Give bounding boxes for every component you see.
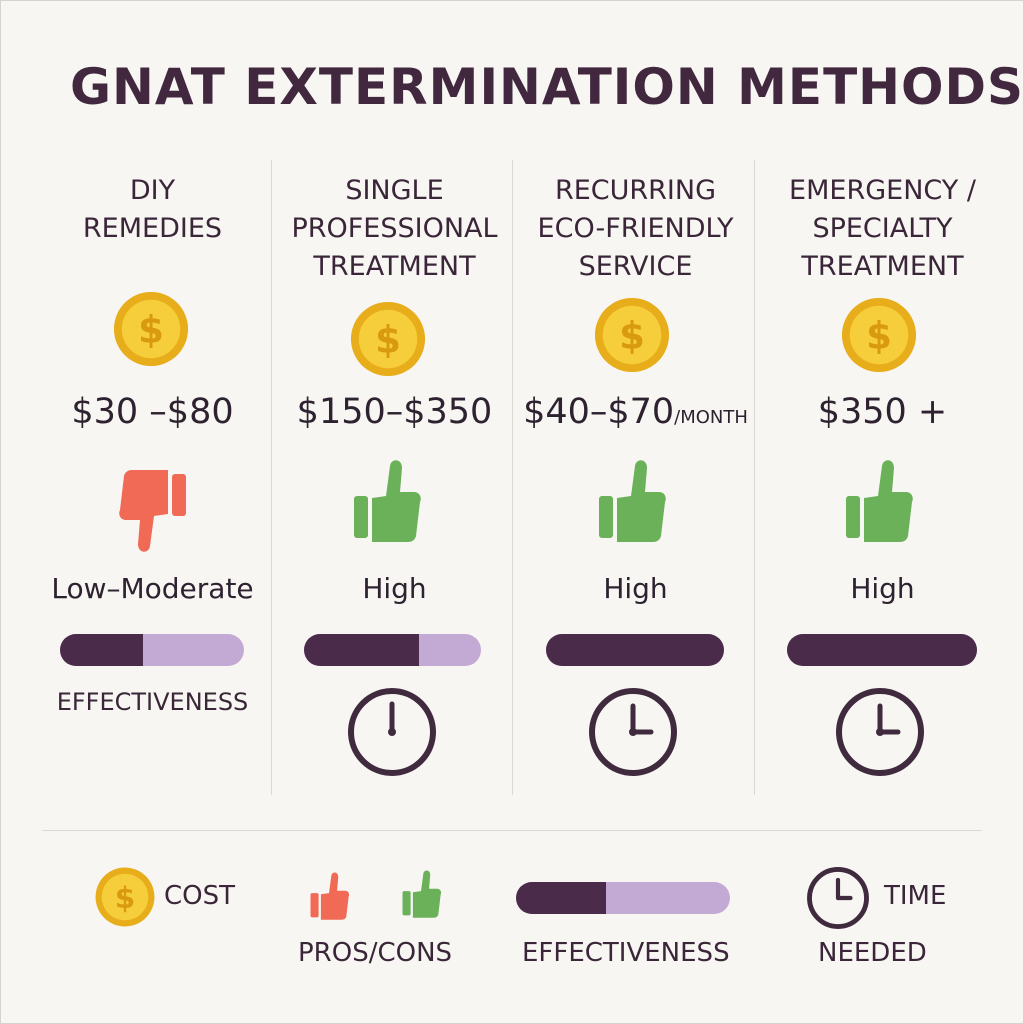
price: $30 –$80 [40, 392, 265, 432]
method-name-line: DIY [129, 175, 176, 206]
clock-icon [348, 688, 436, 776]
method-name-line: TREATMENT [801, 251, 964, 282]
effectiveness-rating: High [603, 572, 668, 605]
thumbs-up-icon [402, 870, 442, 918]
thumbs-up-icon [599, 460, 666, 542]
method-name-line: SINGLE [345, 175, 444, 206]
method-column-diy: DIY REMEDIES $ $30 –$80 Low–Moderate EFF… [40, 170, 265, 810]
effectiveness-bar [787, 634, 977, 666]
price: $40–$70/MONTH [503, 392, 768, 432]
legend-effectiveness-bar [516, 882, 730, 914]
method-name-line: SPECIALTY [812, 213, 953, 244]
thumbs-up-icon [354, 460, 421, 542]
method-name-line: RECURRING [554, 175, 717, 206]
effectiveness-bar [546, 634, 724, 666]
dollar-coin-icon: $ [113, 291, 189, 367]
dollar-coin-icon: $ [350, 301, 426, 377]
price: $350 + [750, 392, 1015, 432]
column-divider [271, 160, 272, 795]
method-name: RECURRING ECO-FRIENDLY SERVICE [523, 172, 748, 286]
method-column-recurring-eco: RECURRING ECO-FRIENDLY SERVICE $ $40–$70… [523, 170, 748, 810]
svg-text:$: $ [619, 315, 645, 358]
method-name: DIY REMEDIES [40, 172, 265, 248]
method-name-line: REMEDIES [82, 213, 223, 244]
legend-time-label-line2: NEEDED [818, 938, 927, 968]
method-name-line: PROFESSIONAL [291, 213, 498, 244]
svg-text:$: $ [866, 315, 892, 358]
legend-divider [42, 830, 982, 831]
clock-icon [589, 688, 677, 776]
clock-icon [836, 688, 924, 776]
method-name-line: EMERGENCY / [789, 175, 976, 206]
effectiveness-bar-fill [60, 634, 143, 666]
dollar-coin-icon: $ [594, 297, 670, 373]
effectiveness-rating: Low–Moderate [51, 572, 254, 605]
price-value: $30 –$80 [71, 392, 234, 432]
effectiveness-rating: High [362, 572, 427, 605]
method-name-line: ECO-FRIENDLY [537, 213, 734, 244]
price-value: $350 + [817, 392, 948, 432]
method-column-single-professional: SINGLE PROFESSIONAL TREATMENT $ $150–$35… [282, 170, 507, 810]
effectiveness-bar [60, 634, 244, 666]
dollar-coin-icon: $ [95, 867, 155, 927]
effectiveness-bar-fill [787, 634, 977, 666]
legend-effectiveness-label: EFFECTIVENESS [522, 938, 730, 968]
legend-pros-cons-label: PROS/CONS [298, 938, 453, 968]
clock-icon [807, 867, 869, 929]
method-name: SINGLE PROFESSIONAL TREATMENT [282, 172, 507, 286]
method-name-line: TREATMENT [313, 251, 476, 282]
effectiveness-bar-fill [304, 634, 420, 666]
effectiveness-bar [304, 634, 481, 666]
dollar-coin-icon: $ [841, 297, 917, 373]
effectiveness-label: EFFECTIVENESS [56, 688, 249, 716]
effectiveness-rating: High [850, 572, 915, 605]
price: $150–$350 [262, 392, 527, 432]
thumbs-up-icon [846, 460, 913, 542]
legend-cost-label: COST [164, 881, 236, 911]
price-value: $150–$350 [296, 392, 493, 432]
effectiveness-bar-fill [546, 634, 724, 666]
price-value: $40–$70 [523, 392, 675, 432]
column-divider [754, 160, 755, 795]
price-suffix: /MONTH [674, 407, 748, 428]
page-title: GNAT EXTERMINATION METHODS [70, 58, 1024, 116]
legend-time-label: TIME [884, 881, 947, 911]
method-column-emergency-specialty: EMERGENCY / SPECIALTY TREATMENT $ $350 +… [770, 170, 995, 810]
method-name: EMERGENCY / SPECIALTY TREATMENT [770, 172, 995, 286]
column-divider [512, 160, 513, 795]
svg-text:$: $ [138, 309, 164, 352]
legend-effectiveness-bar-fill [516, 882, 606, 914]
thumbs-up-icon [310, 872, 350, 920]
method-name-line: SERVICE [578, 251, 693, 282]
svg-text:$: $ [375, 319, 401, 362]
svg-text:$: $ [115, 881, 135, 915]
thumbs-down-icon [119, 470, 186, 552]
